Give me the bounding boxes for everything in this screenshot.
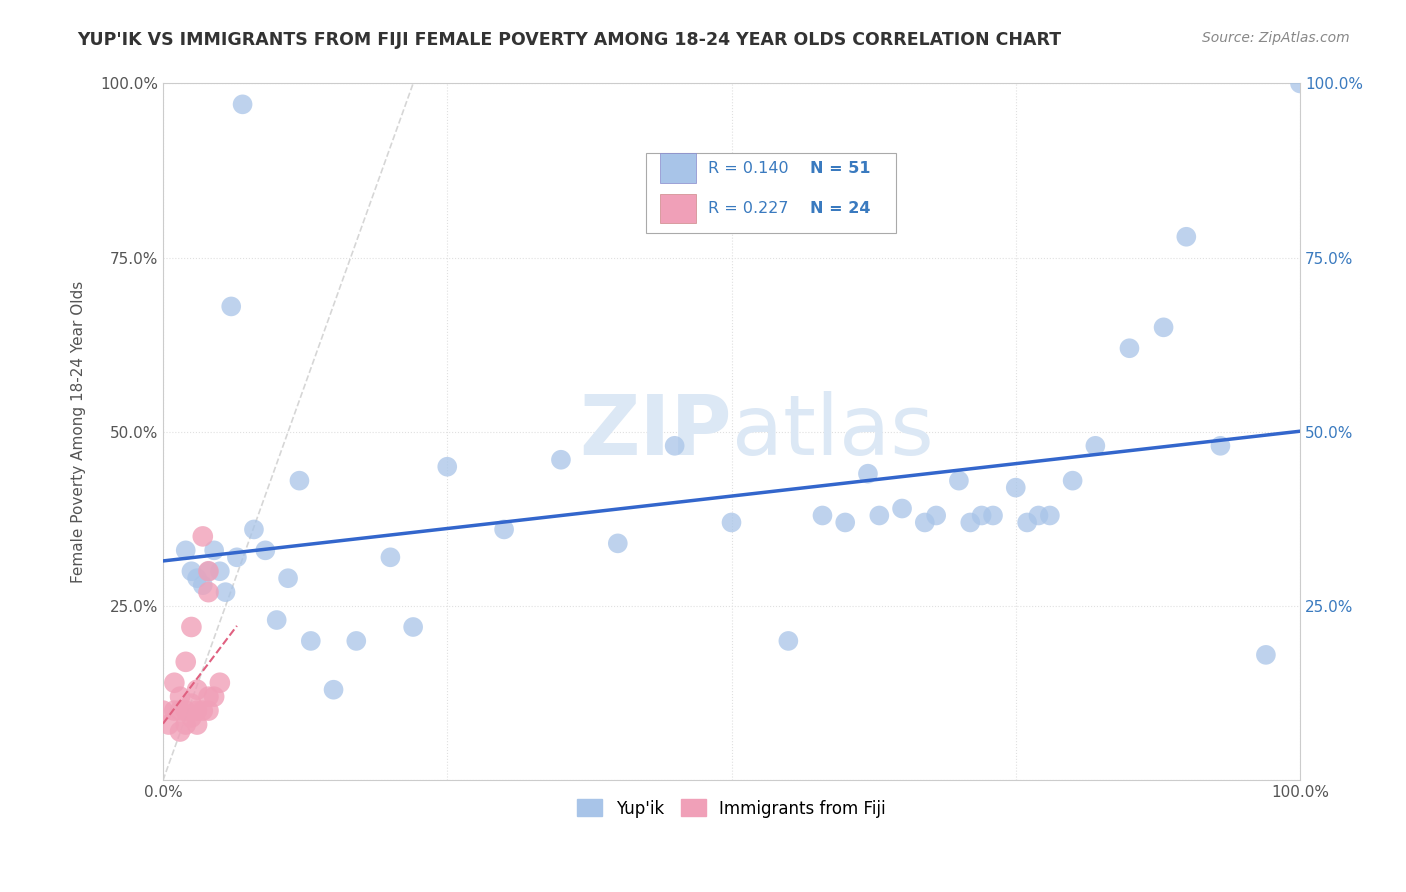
FancyBboxPatch shape: [659, 153, 696, 183]
Point: [254, 543, 277, 558]
Point: [219, 300, 242, 314]
Point: [180, 564, 202, 578]
Point: [720, 516, 742, 530]
Point: [1017, 516, 1039, 530]
Point: [208, 675, 231, 690]
Point: [664, 439, 686, 453]
Point: [180, 710, 202, 724]
Text: N = 24: N = 24: [810, 201, 870, 216]
Point: [214, 585, 236, 599]
Point: [169, 704, 191, 718]
Point: [197, 704, 219, 718]
Point: [981, 508, 1004, 523]
Point: [152, 704, 174, 718]
Point: [380, 550, 402, 565]
Point: [811, 508, 834, 523]
Point: [232, 97, 254, 112]
Point: [606, 536, 628, 550]
Point: [959, 516, 981, 530]
Point: [191, 704, 214, 718]
FancyBboxPatch shape: [647, 153, 897, 234]
Point: [225, 550, 247, 565]
Point: [970, 508, 993, 523]
Point: [1004, 481, 1026, 495]
Point: [299, 634, 322, 648]
Point: [778, 634, 800, 648]
Point: [1289, 77, 1312, 91]
Point: [277, 571, 299, 585]
Point: [948, 474, 970, 488]
Point: [163, 704, 186, 718]
Point: [856, 467, 879, 481]
Point: [1039, 508, 1062, 523]
Text: N = 51: N = 51: [810, 161, 870, 176]
FancyBboxPatch shape: [659, 194, 696, 223]
Point: [186, 704, 208, 718]
Point: [1175, 229, 1198, 244]
Point: [288, 474, 311, 488]
Point: [197, 585, 219, 599]
Point: [186, 682, 208, 697]
Point: [266, 613, 288, 627]
Point: [169, 690, 191, 704]
Point: [550, 452, 572, 467]
Point: [1118, 341, 1140, 355]
Point: [1153, 320, 1175, 334]
Text: atlas: atlas: [731, 392, 934, 473]
Point: [1209, 439, 1232, 453]
Point: [186, 571, 208, 585]
Point: [174, 704, 197, 718]
Legend: Yup'ik, Immigrants from Fiji: Yup'ik, Immigrants from Fiji: [571, 793, 893, 824]
Point: [202, 690, 225, 704]
Point: [157, 717, 180, 731]
Point: [1254, 648, 1277, 662]
Point: [197, 564, 219, 578]
Point: [925, 508, 948, 523]
Point: [174, 655, 197, 669]
Point: [191, 529, 214, 543]
Point: [914, 516, 936, 530]
Text: R = 0.140: R = 0.140: [707, 161, 789, 176]
Point: [180, 620, 202, 634]
Point: [868, 508, 890, 523]
Text: ZIP: ZIP: [579, 392, 731, 473]
Point: [1084, 439, 1107, 453]
Text: YUP'IK VS IMMIGRANTS FROM FIJI FEMALE POVERTY AMONG 18-24 YEAR OLDS CORRELATION : YUP'IK VS IMMIGRANTS FROM FIJI FEMALE PO…: [77, 31, 1062, 49]
Point: [891, 501, 914, 516]
Point: [174, 717, 197, 731]
Point: [174, 543, 197, 558]
Point: [191, 578, 214, 592]
Point: [197, 690, 219, 704]
Point: [494, 523, 516, 537]
Point: [344, 634, 367, 648]
Point: [243, 523, 266, 537]
Point: [402, 620, 425, 634]
Point: [169, 724, 191, 739]
Y-axis label: Female Poverty Among 18-24 Year Olds: Female Poverty Among 18-24 Year Olds: [72, 281, 86, 583]
Text: R = 0.227: R = 0.227: [707, 201, 789, 216]
Point: [163, 675, 186, 690]
Text: Source: ZipAtlas.com: Source: ZipAtlas.com: [1202, 31, 1350, 45]
Point: [436, 459, 458, 474]
Point: [1028, 508, 1050, 523]
Point: [202, 543, 225, 558]
Point: [180, 697, 202, 711]
Point: [834, 516, 856, 530]
Point: [197, 564, 219, 578]
Point: [186, 717, 208, 731]
Point: [208, 564, 231, 578]
Point: [322, 682, 344, 697]
Point: [1062, 474, 1084, 488]
